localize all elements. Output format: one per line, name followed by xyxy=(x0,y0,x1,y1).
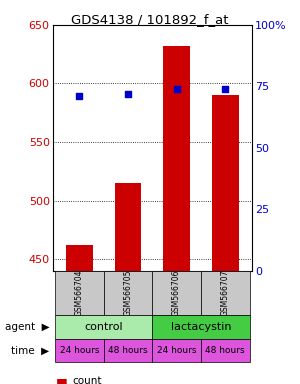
Bar xyxy=(66,245,93,271)
Text: GSM566707: GSM566707 xyxy=(221,270,230,316)
Bar xyxy=(152,315,250,339)
Text: time  ▶: time ▶ xyxy=(11,346,50,356)
Bar xyxy=(103,339,152,362)
Point xyxy=(125,91,130,97)
Bar xyxy=(55,271,104,315)
Point xyxy=(77,93,82,99)
Bar xyxy=(55,315,152,339)
Bar xyxy=(115,183,141,271)
Bar xyxy=(152,339,201,362)
Text: 48 hours: 48 hours xyxy=(108,346,148,355)
Text: control: control xyxy=(84,322,123,332)
Point xyxy=(223,86,228,92)
Text: 24 hours: 24 hours xyxy=(59,346,99,355)
Text: GSM566705: GSM566705 xyxy=(123,270,132,316)
Bar xyxy=(152,271,201,315)
Text: ■: ■ xyxy=(56,376,67,384)
Text: 48 hours: 48 hours xyxy=(206,346,245,355)
Bar xyxy=(103,271,152,315)
Text: 24 hours: 24 hours xyxy=(157,346,196,355)
Bar xyxy=(163,46,190,271)
Text: GSM566706: GSM566706 xyxy=(172,270,181,316)
Text: GSM566704: GSM566704 xyxy=(75,270,84,316)
Bar xyxy=(212,95,238,271)
Point xyxy=(174,86,179,92)
Text: agent  ▶: agent ▶ xyxy=(5,322,50,332)
Bar xyxy=(201,271,250,315)
Bar xyxy=(55,339,104,362)
Text: lactacystin: lactacystin xyxy=(171,322,231,332)
Bar xyxy=(201,339,250,362)
Text: GDS4138 / 101892_f_at: GDS4138 / 101892_f_at xyxy=(71,13,229,26)
Text: count: count xyxy=(72,376,101,384)
